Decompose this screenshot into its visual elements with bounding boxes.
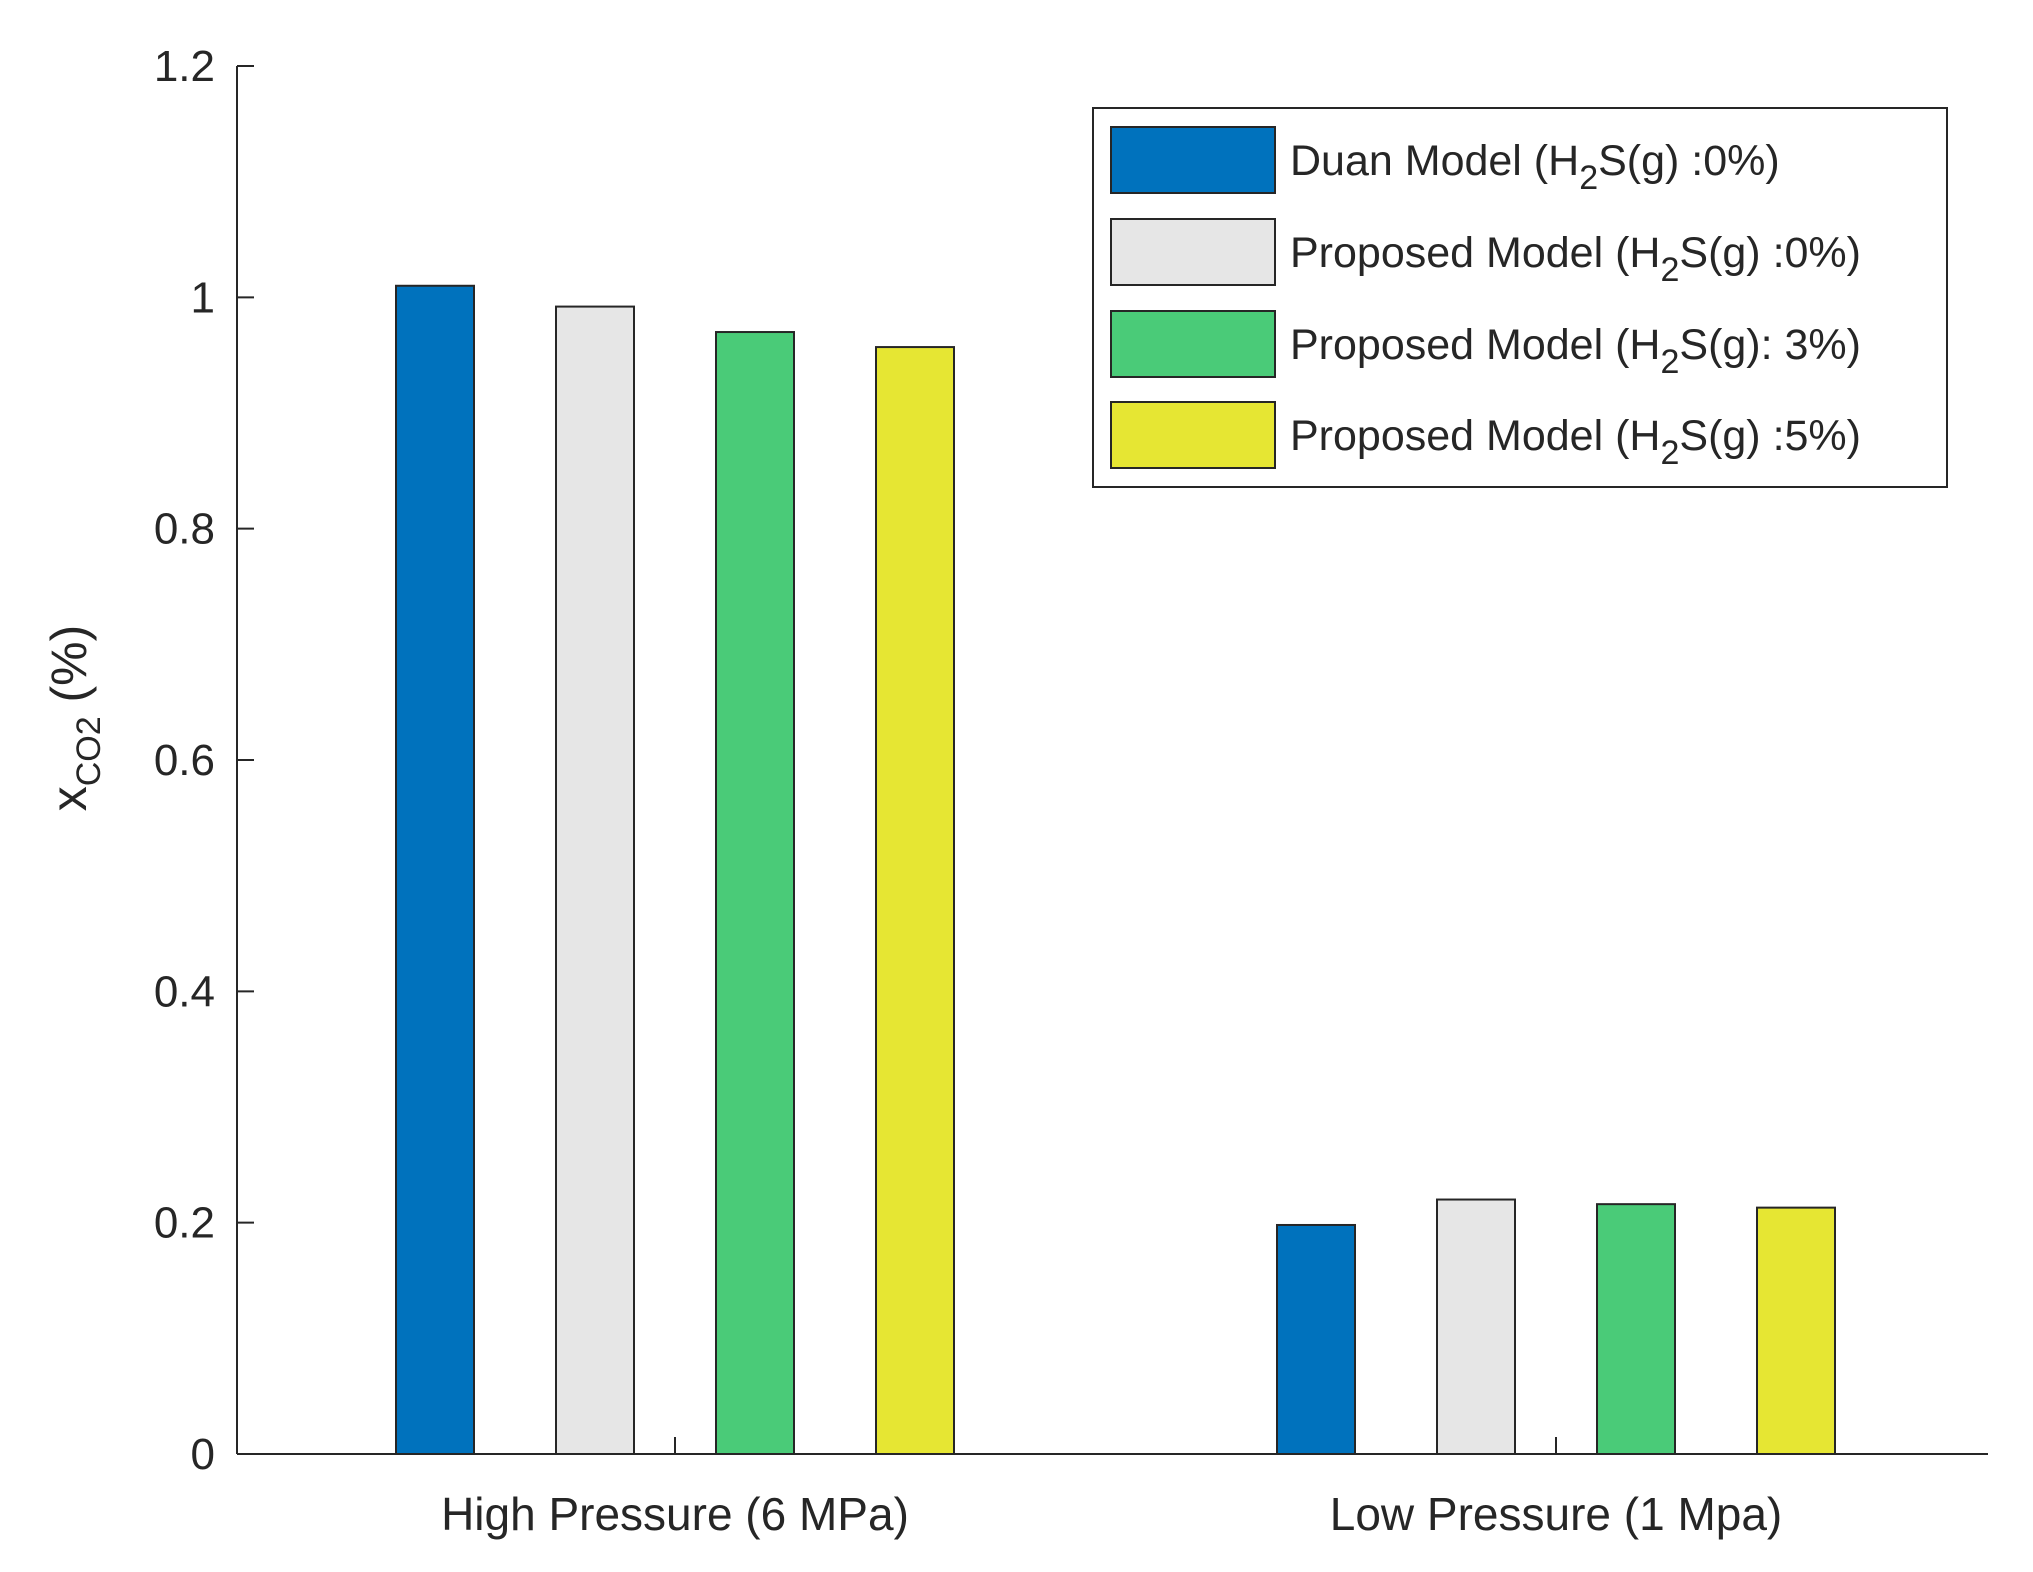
legend-label-subscript: 2 bbox=[1579, 159, 1598, 197]
legend-label-4: Proposed Model (H2S(g) :5%) bbox=[1290, 412, 1861, 472]
legend-swatch-1 bbox=[1110, 126, 1276, 194]
legend-label-text: S(g): 3%) bbox=[1679, 321, 1861, 369]
bar-series-1-cat-2 bbox=[1276, 1223, 1356, 1455]
legend-label-3: Proposed Model (H2S(g): 3%) bbox=[1290, 321, 1861, 381]
y-tick-label: 0.2 bbox=[154, 1199, 215, 1248]
y-tick-label: 1 bbox=[191, 273, 215, 322]
y-axis-label-suffix: (%) bbox=[41, 625, 97, 717]
bar-series-2-cat-2 bbox=[1436, 1198, 1516, 1455]
bars-layer bbox=[395, 284, 1836, 1456]
category-label: Low Pressure (1 Mpa) bbox=[1330, 1488, 1783, 1540]
legend-label-text: Proposed Model (H bbox=[1290, 321, 1660, 369]
category-label: High Pressure (6 MPa) bbox=[441, 1488, 909, 1540]
legend-label-text: S(g) :0%) bbox=[1679, 229, 1861, 277]
legend-label-text: Proposed Model (H bbox=[1290, 412, 1660, 460]
y-tick-label: 0.6 bbox=[154, 736, 215, 785]
y-axis-label-subscript: CO2 bbox=[70, 716, 108, 786]
category-labels: High Pressure (6 MPa) Low Pressure (1 Mpa… bbox=[441, 1488, 1782, 1540]
legend-label-subscript: 2 bbox=[1660, 251, 1679, 289]
y-axis-label-base: x bbox=[41, 786, 97, 811]
bar-series-3-cat-1 bbox=[715, 331, 795, 1455]
legend-label-text: Duan Model (H bbox=[1290, 137, 1579, 185]
y-tick-label: 1.2 bbox=[154, 42, 215, 91]
bar-series-4-cat-2 bbox=[1756, 1206, 1836, 1455]
legend-label-text: Proposed Model (H bbox=[1290, 229, 1660, 277]
legend-label-1: Duan Model (H2S(g) :0%) bbox=[1290, 137, 1780, 197]
legend-swatch-3 bbox=[1110, 310, 1276, 378]
legend-label-subscript: 2 bbox=[1660, 434, 1679, 472]
bar-series-2-cat-1 bbox=[555, 305, 635, 1455]
y-tick-label: 0 bbox=[191, 1430, 215, 1479]
legend: Duan Model (H2S(g) :0%)Proposed Model (H… bbox=[1092, 107, 1948, 488]
legend-label-text: S(g) :0%) bbox=[1598, 137, 1780, 185]
legend-label-subscript: 2 bbox=[1660, 343, 1679, 381]
bar-series-1-cat-1 bbox=[395, 284, 475, 1455]
y-tick-label: 0.4 bbox=[154, 967, 215, 1016]
y-tick-label: 0.8 bbox=[154, 505, 215, 554]
legend-items: Duan Model (H2S(g) :0%)Proposed Model (H… bbox=[1110, 126, 1861, 472]
y-axis-label: xCO2 (%) bbox=[41, 625, 108, 812]
bar-series-4-cat-1 bbox=[875, 346, 955, 1456]
legend-swatch-4 bbox=[1110, 401, 1276, 469]
ticks-layer: 0 0.2 0.4 0.6 0.8 1 1.2 bbox=[154, 42, 1557, 1479]
bar-series-3-cat-2 bbox=[1596, 1203, 1676, 1456]
legend-label-text: S(g) :5%) bbox=[1679, 412, 1861, 460]
legend-label-2: Proposed Model (H2S(g) :0%) bbox=[1290, 229, 1861, 289]
legend-swatch-2 bbox=[1110, 218, 1276, 286]
